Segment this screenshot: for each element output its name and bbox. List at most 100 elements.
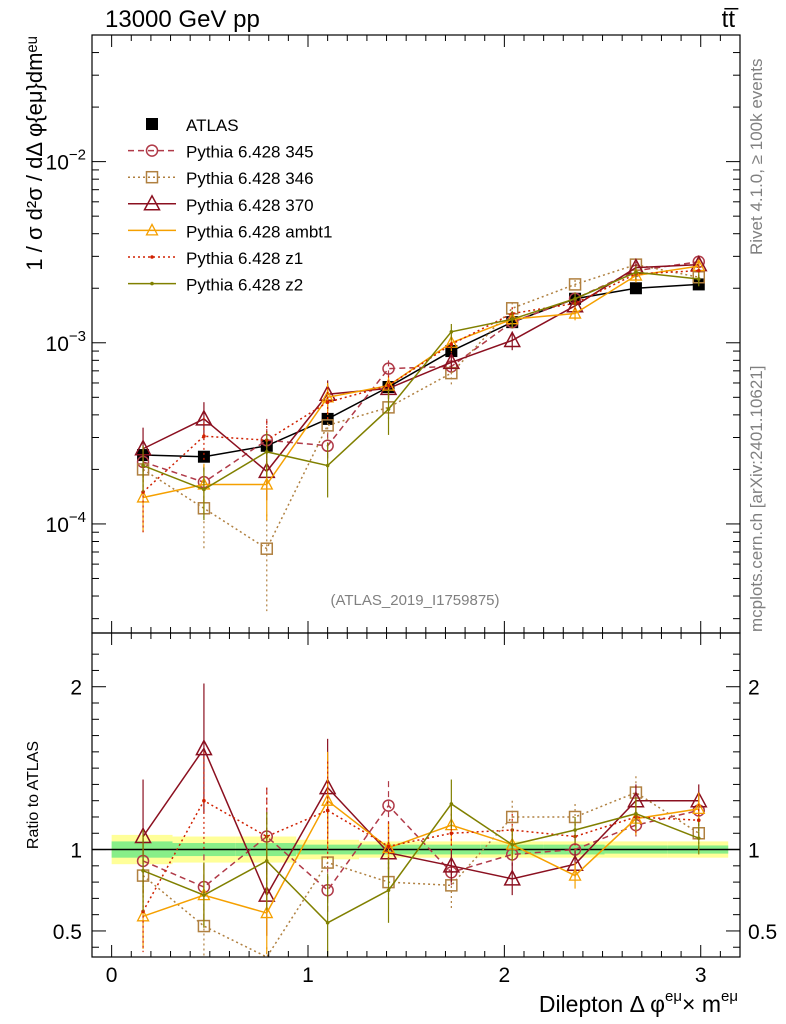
main-point-6-6 — [510, 317, 515, 321]
header-left-title: 13000 GeV pp — [105, 6, 260, 33]
main-point-2-7 — [568, 278, 582, 291]
ratio-y-tick-label-left-0: 0.5 — [53, 921, 82, 944]
main-point-6-7 — [573, 296, 577, 301]
ratio-series-layer — [134, 683, 708, 958]
main-point-6-5 — [449, 329, 454, 334]
ratio-point-3-9 — [692, 801, 706, 814]
main-y-axis-label: 1 / σ d²σ / dΔ φ{eμ}dmᵉᵘ — [22, 36, 47, 271]
main-point-6-3 — [325, 463, 330, 468]
ratio-series-1 — [136, 776, 706, 958]
x-tick-label-2: 2 — [499, 964, 511, 987]
main-series-line-3 — [142, 263, 699, 473]
ratio-y-axis-label: Ratio to ATLAS — [25, 741, 42, 849]
main-y-tick-base-0: 10 — [46, 514, 69, 537]
ratio-point-2-5 — [442, 856, 461, 873]
side-label-rivet: Rivet 4.1.0, ≥ 100k events — [747, 59, 766, 255]
main-point-5-3 — [325, 400, 330, 404]
ratio-series-line-3 — [142, 799, 699, 918]
main-point-6-8 — [634, 270, 638, 275]
legend-marker-2 — [145, 170, 159, 184]
ratio-point-5-6 — [510, 842, 515, 847]
x-axis-label-main: Dilepton Δ φ — [539, 991, 665, 1017]
main-point-3-1 — [195, 409, 213, 426]
ratio-series-line-1 — [142, 791, 700, 958]
ratio-point-5-9 — [696, 836, 701, 840]
main-series-6 — [141, 266, 701, 521]
main-point-6-0 — [141, 463, 145, 468]
ratio-point-4-4 — [386, 844, 391, 849]
x-tick-label-0: 0 — [106, 964, 118, 987]
main-point-0-1 — [197, 450, 210, 463]
main-series-line-1 — [142, 261, 699, 484]
main-series-5 — [141, 264, 701, 533]
main-point-0-8 — [629, 282, 642, 295]
x-axis-label-mid: × m — [682, 991, 721, 1017]
main-point-6-2 — [264, 450, 269, 454]
legend-label-1: Pythia 6.428 345 — [186, 143, 314, 162]
ratio-point-2-1 — [195, 739, 213, 756]
main-point-5-4 — [386, 383, 391, 388]
legend-marker-3 — [143, 194, 161, 211]
ratio-point-4-5 — [449, 831, 454, 836]
ratio-y-tick-label-left-1: 1 — [70, 840, 82, 863]
legend: ATLAS Pythia 6.428 345 Pythia 6.428 346 Pyt… — [128, 116, 332, 295]
ratio-point-5-3 — [325, 921, 330, 925]
main-point-4-2 — [260, 477, 274, 490]
main-point-1-4 — [382, 362, 395, 375]
main-point-3-5 — [442, 352, 461, 370]
legend-label-0: ATLAS — [186, 116, 239, 135]
ratio-point-3-3 — [321, 793, 335, 806]
ratio-y-tick-label-right-1: 1 — [748, 840, 760, 863]
legend-label-3: Pythia 6.428 370 — [186, 196, 314, 215]
main-y-tick-exp-1: −3 — [69, 328, 86, 345]
main-series-line-4 — [142, 265, 699, 499]
ratio-point-4-3 — [325, 808, 330, 813]
main-series-line-6 — [142, 271, 699, 491]
ratio-y-tick-label-left-2: 2 — [70, 677, 82, 700]
legend-marker-0 — [146, 118, 158, 130]
header-right-title: tt̅ — [722, 6, 739, 33]
x-tick-label-1: 1 — [302, 964, 314, 987]
main-point-6-9 — [696, 277, 701, 281]
main-point-5-9 — [696, 268, 701, 273]
legend-label-2: Pythia 6.428 346 — [186, 169, 314, 188]
ratio-frame — [91, 632, 741, 958]
ratio-series-2 — [134, 683, 708, 936]
analysis-tag: (ATLAS_2019_I1759875) — [330, 592, 499, 609]
main-point-6-4 — [386, 407, 391, 411]
legend-entry-5: Pythia 6.428 z1 — [128, 249, 303, 268]
ratio-point-4-9 — [696, 818, 701, 823]
ratio-point-5-0 — [141, 868, 145, 873]
legend-entry-4: Pythia 6.428 ambt1 — [128, 222, 332, 241]
main-series-line-5 — [142, 269, 699, 493]
ratio-point-5-5 — [449, 802, 454, 806]
main-point-4-8 — [629, 268, 643, 281]
ratio-series-5 — [141, 779, 701, 957]
ratio-point-3-7 — [568, 868, 582, 881]
ratio-y-tick-label-right-2: 2 — [748, 677, 760, 700]
main-y-tick-label-1: 10−3 — [46, 328, 86, 356]
ratio-point-5-4 — [386, 888, 391, 893]
legend-label-4: Pythia 6.428 ambt1 — [186, 222, 332, 241]
ratio-series-line-2 — [142, 747, 699, 897]
main-y-tick-exp-0: −4 — [69, 509, 86, 526]
x-axis-label: Dilepton Δ φeμ× meμ — [539, 988, 738, 1017]
x-axis-label-sup2: eμ — [721, 988, 738, 1005]
main-point-4-7 — [568, 306, 582, 319]
ratio-point-1-6 — [505, 810, 519, 824]
main-y-tick-label-0: 10−4 — [46, 509, 86, 537]
legend-entry-6: Pythia 6.428 z2 — [128, 276, 303, 295]
main-y-tick-base-1: 10 — [46, 333, 69, 356]
main-series-line-0 — [143, 283, 699, 458]
legend-marker-5 — [150, 255, 154, 259]
x-tick-label-3: 3 — [695, 964, 707, 987]
main-point-3-6 — [503, 330, 521, 348]
ratio-uncertainty-band — [92, 834, 740, 865]
ratio-point-5-7 — [573, 828, 577, 832]
main-point-5-5 — [449, 342, 454, 347]
main-y-tick-label-2: 10−2 — [46, 147, 86, 175]
ratio-point-2-6 — [503, 869, 521, 886]
ratio-point-5-8 — [634, 811, 638, 816]
main-series-layer — [134, 255, 708, 612]
